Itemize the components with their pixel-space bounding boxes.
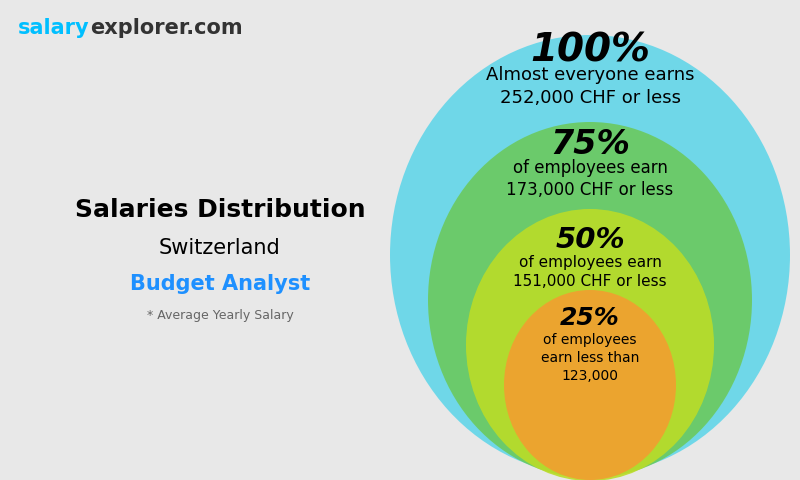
Text: of employees earn: of employees earn (513, 159, 667, 177)
Text: of employees: of employees (543, 333, 637, 347)
Text: explorer.com: explorer.com (90, 18, 242, 38)
Text: Switzerland: Switzerland (159, 238, 281, 258)
Text: 123,000: 123,000 (562, 369, 618, 383)
Text: 151,000 CHF or less: 151,000 CHF or less (513, 274, 667, 289)
Text: * Average Yearly Salary: * Average Yearly Salary (146, 310, 294, 323)
Ellipse shape (428, 122, 752, 478)
Text: 100%: 100% (530, 31, 650, 69)
Text: 25%: 25% (560, 306, 620, 330)
Text: Budget Analyst: Budget Analyst (130, 274, 310, 294)
Text: earn less than: earn less than (541, 351, 639, 365)
Text: 252,000 CHF or less: 252,000 CHF or less (499, 89, 681, 108)
Text: salary: salary (18, 18, 90, 38)
Text: Salaries Distribution: Salaries Distribution (74, 198, 366, 222)
Ellipse shape (504, 290, 676, 480)
Text: 50%: 50% (555, 226, 625, 254)
Ellipse shape (466, 209, 714, 480)
Text: Almost everyone earns: Almost everyone earns (486, 66, 694, 84)
Text: 173,000 CHF or less: 173,000 CHF or less (506, 180, 674, 199)
Text: of employees earn: of employees earn (518, 254, 662, 269)
Ellipse shape (390, 35, 790, 475)
Text: 75%: 75% (550, 129, 630, 161)
